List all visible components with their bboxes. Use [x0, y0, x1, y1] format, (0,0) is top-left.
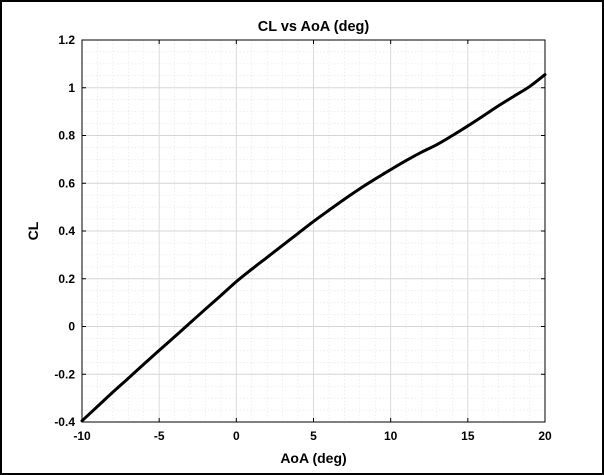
y-tick-label: 0 [68, 320, 75, 334]
y-tick-label: 1 [68, 81, 75, 95]
y-tick-label: 0.8 [58, 129, 75, 143]
series-layer [80, 73, 547, 423]
x-axis-label: AoA (deg) [280, 450, 346, 466]
tick-marks [81, 39, 546, 423]
y-tick-label: 1.2 [58, 33, 75, 47]
x-tick-label: -10 [73, 429, 91, 443]
y-tick-labels: -0.4 -0.2 0 0.2 0.4 0.6 0.8 1 1.2 [54, 33, 75, 429]
x-tick-label: 20 [538, 429, 552, 443]
y-tick-label: 0.4 [58, 224, 75, 238]
series-line [80, 73, 547, 423]
x-tick-label: -5 [154, 429, 165, 443]
x-tick-label: 15 [461, 429, 475, 443]
y-tick-label: -0.2 [54, 367, 75, 381]
x-tick-label: 5 [310, 429, 317, 443]
x-tick-label: 0 [233, 429, 240, 443]
x-tick-labels: -10 -5 0 5 10 15 20 [73, 429, 552, 443]
y-tick-label: 0.6 [58, 176, 75, 190]
x-tick-label: 10 [384, 429, 398, 443]
chart-title: CL vs AoA (deg) [258, 19, 370, 35]
y-axis-label: CL [25, 221, 41, 240]
y-tick-label: -0.4 [54, 415, 75, 429]
y-tick-label: 0.2 [58, 272, 75, 286]
